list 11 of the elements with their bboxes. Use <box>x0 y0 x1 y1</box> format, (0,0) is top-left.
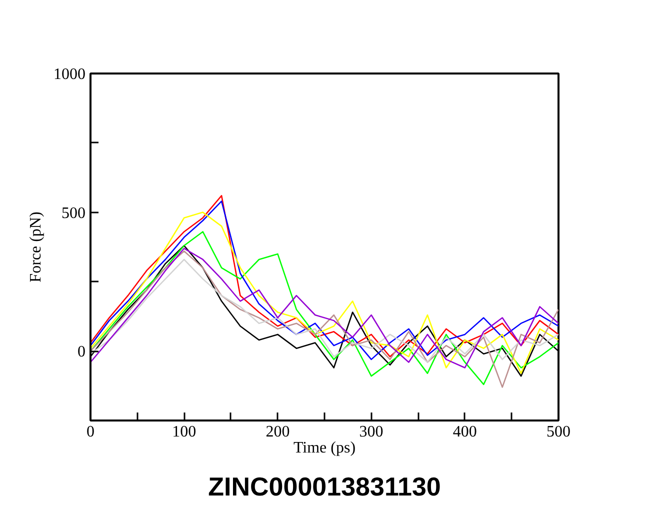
x-tick-label: 200 <box>266 424 290 440</box>
x-tick-label: 300 <box>359 424 384 440</box>
x-tick-label: 100 <box>172 424 196 440</box>
y-tick-label: 0 <box>78 344 86 361</box>
x-tick-label: 400 <box>452 424 477 440</box>
x-tick-label: 500 <box>546 424 570 440</box>
y-tick-label: 1000 <box>54 66 86 83</box>
text: ZINC000013831130 <box>208 472 441 502</box>
x-axis-title: Time (ps) <box>293 440 356 456</box>
y-axis-title: Force (pN) <box>28 212 44 282</box>
y-tick-label: 500 <box>62 204 86 222</box>
